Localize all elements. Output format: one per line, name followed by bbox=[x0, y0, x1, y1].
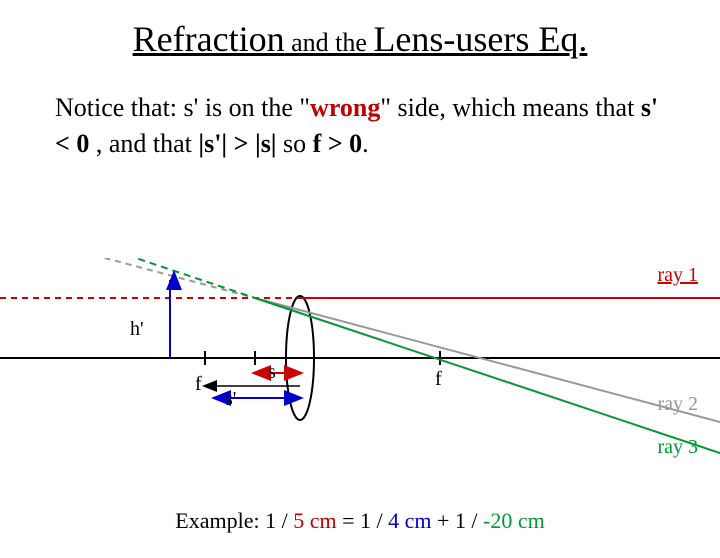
ex-mid2: + 1 / bbox=[432, 508, 484, 533]
body-paragraph: Notice that: s' is on the "wrong" side, … bbox=[55, 90, 665, 163]
title-part1: Refraction bbox=[133, 19, 285, 59]
ex-pre: Example: 1 / bbox=[175, 508, 293, 533]
body-absgt: |s'| > |s| bbox=[198, 129, 276, 158]
ray1-label: ray 1 bbox=[657, 264, 698, 287]
body-post1: " side, which means that bbox=[380, 93, 640, 122]
ex-five: 5 cm bbox=[293, 508, 336, 533]
sprime-label: s' bbox=[225, 388, 236, 411]
hprime-label: h' bbox=[130, 318, 144, 341]
ray2-label: ray 2 bbox=[657, 393, 698, 416]
diagram-svg bbox=[0, 258, 720, 478]
title-part2: and the bbox=[285, 28, 374, 57]
body-pre1: Notice that: s' is on the " bbox=[55, 93, 310, 122]
ray3-label: ray 3 bbox=[657, 436, 698, 459]
ex-four: 4 cm bbox=[388, 508, 431, 533]
page-title: Refraction and the Lens-users Eq. bbox=[0, 18, 720, 60]
s-label: s bbox=[268, 361, 276, 384]
f-left-label: f bbox=[195, 373, 202, 396]
body-mid1: , and that bbox=[89, 129, 198, 158]
ray2-dashed bbox=[30, 258, 300, 310]
body-fgt: f > 0 bbox=[313, 129, 362, 158]
f-right-label: f bbox=[435, 368, 442, 391]
body-mid2: so bbox=[277, 129, 313, 158]
lens-diagram: ray 1 ray 2 ray 3 h' s s' f f bbox=[0, 258, 720, 478]
ex-mid1: = 1 / bbox=[337, 508, 389, 533]
example-equation: Example: 1 / 5 cm = 1 / 4 cm + 1 / -20 c… bbox=[0, 508, 720, 534]
body-dot: . bbox=[362, 129, 369, 158]
ex-neg20: -20 cm bbox=[483, 508, 545, 533]
ray3-seg2 bbox=[300, 313, 720, 453]
title-part3: Lens-users Eq. bbox=[373, 19, 587, 59]
body-wrong: wrong bbox=[310, 93, 380, 122]
ray3-dashed bbox=[70, 258, 300, 313]
